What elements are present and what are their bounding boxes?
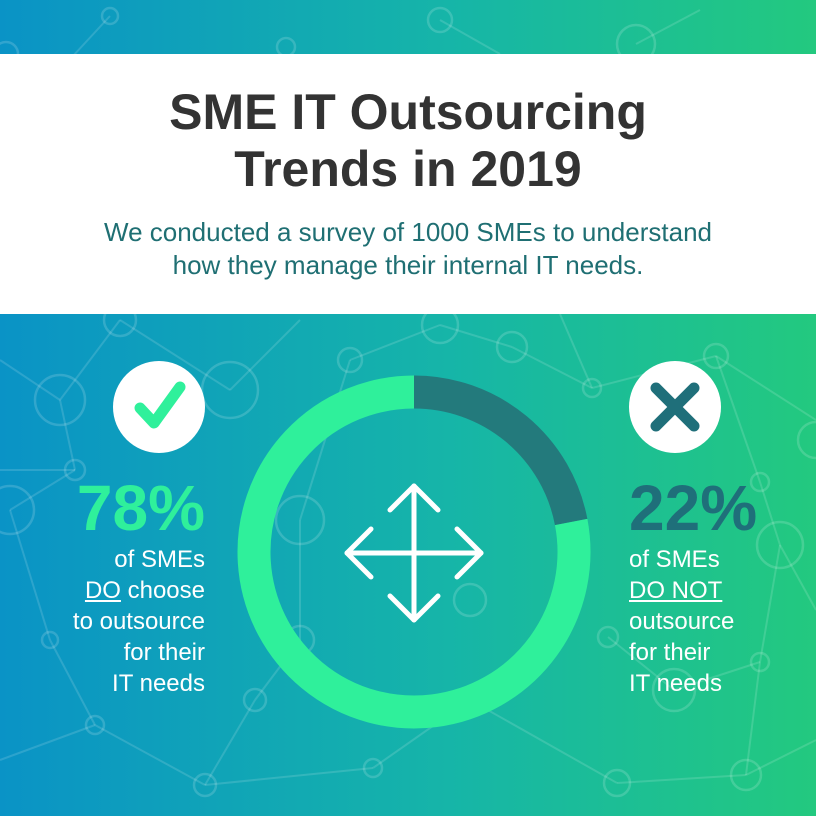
donut-slice-do-outsource [237, 375, 591, 729]
subtitle-line-1: We conducted a survey of 1000 SMEs to un… [104, 217, 712, 247]
desc-line-1: of SMEs [114, 546, 205, 573]
check-badge [113, 361, 205, 453]
title-line-1: SME IT Outsourcing [169, 84, 647, 140]
header-panel: SME IT Outsourcing Trends in 2019 We con… [0, 54, 816, 314]
cross-icon [650, 382, 700, 432]
desc-emphasis: DO NOT [629, 577, 723, 604]
desc-line-2: choose [120, 577, 205, 604]
checkmark-icon [134, 381, 186, 429]
desc-line-5: IT needs [629, 670, 722, 697]
description-do-outsource: of SMEs DO choose to outsource for their… [40, 544, 205, 699]
percent-do-outsource: 78% [76, 472, 205, 544]
desc-line-3: to outsource [72, 608, 205, 635]
title-line-2: Trends in 2019 [234, 141, 582, 197]
description-do-not-outsource: of SMEs DO NOT outsource for their IT ne… [629, 544, 809, 699]
desc-line-4: for their [629, 639, 711, 666]
page-title: SME IT Outsourcing Trends in 2019 [0, 84, 816, 198]
percent-do-not-outsource: 22% [629, 472, 758, 544]
donut-slice-do-not-outsource [413, 375, 588, 526]
cross-badge [629, 361, 721, 453]
desc-line-4: for their [123, 639, 205, 666]
stat-do-not-outsource: 22% of SMEs DO NOT outsource for their I… [629, 472, 809, 699]
desc-emphasis: DO [84, 577, 121, 604]
desc-line-3: outsource [629, 608, 735, 635]
desc-line-5: IT needs [112, 670, 205, 697]
desc-line-1: of SMEs [629, 546, 720, 573]
stat-do-outsource: 78% of SMEs DO choose to outsource for t… [40, 472, 205, 699]
page-subtitle: We conducted a survey of 1000 SMEs to un… [68, 216, 748, 282]
subtitle-line-2: how they manage their internal IT needs. [172, 250, 644, 280]
move-arrows-icon [344, 483, 484, 623]
